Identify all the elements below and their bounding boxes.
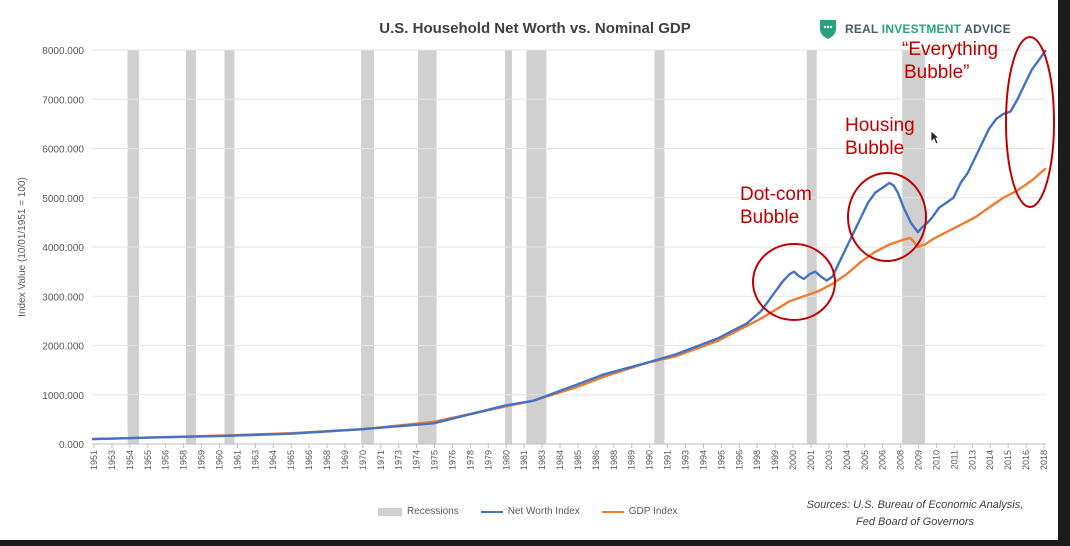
legend-item-recessions: Recessions (378, 506, 459, 517)
x-tick-label: 2013 (967, 450, 977, 470)
chart-canvas: 0.000 1000.000 2000.000 3000.000 4000.000 500… (17, 36, 1055, 470)
x-tick-label: 2001 (806, 450, 816, 470)
annotation-housing-line-2: Bubble (845, 138, 905, 159)
x-tick-label: 1994 (698, 450, 708, 470)
x-tick-label: 1991 (663, 450, 673, 470)
mouse-cursor-icon (930, 130, 940, 145)
x-tick-label: 1974 (412, 450, 422, 470)
x-tick-label: 1984 (555, 450, 565, 470)
x-tick-label: 1993 (681, 450, 691, 470)
x-tick-label: 1963 (250, 450, 260, 470)
x-tick-label: 2010 (931, 450, 941, 470)
legend-item-gdp: GDP Index (601, 506, 678, 517)
annotation-everything: “Everything Bubble” (902, 38, 998, 84)
chart-frame: 0.000 1000.000 2000.000 3000.000 4000.000 500… (0, 0, 1058, 540)
x-tick-label: 1986 (591, 450, 601, 470)
legend-label-recessions: Recessions (407, 506, 459, 517)
x-tick-label: 1961 (232, 450, 242, 470)
annotation-housing: Housing Bubble (845, 114, 915, 160)
x-tick-label: 1976 (447, 450, 457, 470)
x-tick-label: 1959 (197, 450, 207, 470)
logo-text-investment: INVESTMENT (881, 22, 962, 36)
x-tick-label: 1955 (143, 450, 153, 470)
annotation-everything-line-1: “Everything (902, 39, 999, 60)
x-tick-label: 2016 (1021, 450, 1031, 470)
x-tick-label: 1985 (573, 450, 583, 470)
x-tick-label: 1983 (537, 450, 547, 470)
y-tick-label: 7000.000 (42, 95, 84, 106)
legend-swatch-net-worth (480, 510, 503, 513)
y-tick-label: 5000.000 (42, 194, 84, 205)
x-tick-label: 1969 (340, 450, 350, 470)
x-tick-label: 1953 (107, 450, 117, 470)
annotation-circle-everything (1005, 36, 1055, 208)
y-axis-label: Index Value (10/01/1951 = 100) (17, 177, 28, 317)
x-tick-label: 1968 (322, 450, 332, 470)
x-tick-label: 2009 (914, 450, 924, 470)
x-tick-label: 1958 (179, 450, 189, 470)
x-tick-label: 1951 (89, 450, 99, 470)
x-tick-label: 2018 (1039, 450, 1049, 470)
x-tick-label: 1956 (161, 450, 171, 470)
x-tick-label: 2006 (878, 450, 888, 470)
x-tick-label: 1966 (304, 450, 314, 470)
x-tick-label: 1970 (358, 450, 368, 470)
x-tick-label: 1979 (483, 450, 493, 470)
shield-icon (820, 20, 836, 39)
sources-line-2: Fed Board of Governors (855, 516, 974, 528)
y-tick-label: 4000.000 (42, 243, 84, 254)
annotation-everything-line-2: Bubble” (904, 62, 970, 83)
legend-label-net-worth: Net Worth Index (507, 506, 580, 517)
x-tick-label: 2003 (824, 450, 834, 470)
x-tick-label: 1960 (214, 450, 224, 470)
x-tick-label: 1989 (627, 450, 637, 470)
sources-line-1: Sources: U.S. Bureau of Economic Analysi… (806, 499, 1024, 511)
x-tick-label: 1980 (501, 450, 511, 470)
x-tick-label: 1988 (609, 450, 619, 470)
x-tick-label: 2008 (896, 450, 906, 470)
x-tick-label: 2011 (949, 450, 959, 469)
x-tick-label: 1965 (286, 450, 296, 470)
y-tick-label: 6000.000 (42, 145, 84, 156)
x-tick-label: 1990 (645, 450, 655, 470)
x-tick-label: 1978 (465, 450, 475, 470)
y-tick-label: 3000.000 (42, 292, 84, 303)
legend-item-net-worth: Net Worth Index (480, 506, 580, 517)
x-tick-label: 1999 (770, 450, 780, 470)
annotation-dotcom-line-2: Bubble (740, 207, 800, 228)
x-tick-label: 1964 (268, 450, 278, 470)
x-tick-label: 1998 (752, 450, 762, 470)
annotation-housing-line-1: Housing (845, 115, 915, 136)
logo-text-advice: ADVICE (961, 22, 1011, 36)
annotation-dotcom: Dot-com Bubble (740, 183, 812, 229)
x-tick-label: 2014 (985, 450, 995, 470)
legend-swatch-gdp (601, 510, 624, 513)
y-tick-label: 2000.000 (42, 342, 84, 353)
x-tick-label: 1973 (394, 450, 404, 470)
y-tick-label: 8000.000 (42, 46, 84, 57)
y-tick-label: 0.000 (59, 440, 84, 451)
x-tick-label: 1995 (716, 450, 726, 470)
chart-title: U.S. Household Net Worth vs. Nominal GDP (379, 20, 691, 37)
logo-text-real: REAL (845, 22, 882, 36)
x-tick-label: 1971 (376, 450, 386, 470)
x-tick-label: 2005 (860, 450, 870, 470)
x-tick-label: 1975 (430, 450, 440, 470)
annotation-circle-dotcom (752, 243, 836, 321)
x-tick-label: 2004 (842, 450, 852, 470)
x-tick-label: 2000 (788, 450, 798, 470)
x-tick-label: 1996 (734, 450, 744, 470)
x-tick-label: 2015 (1003, 450, 1013, 470)
legend-label-gdp: GDP Index (628, 506, 678, 517)
sources-note: Sources: U.S. Bureau of Economic Analysi… (780, 497, 1050, 531)
x-tick-label: 1981 (519, 450, 529, 470)
annotation-dotcom-line-1: Dot-com (740, 184, 812, 205)
x-tick-label: 1954 (125, 450, 135, 470)
series-line-net-worth (91, 49, 1047, 441)
annotation-circle-housing (847, 172, 927, 262)
logo: REAL INVESTMENT ADVICE (818, 18, 1011, 40)
y-tick-label: 1000.000 (42, 391, 84, 402)
chart-legend: Recessions Net Worth Index GDP Index (378, 506, 678, 517)
legend-swatch-recessions (378, 507, 402, 516)
